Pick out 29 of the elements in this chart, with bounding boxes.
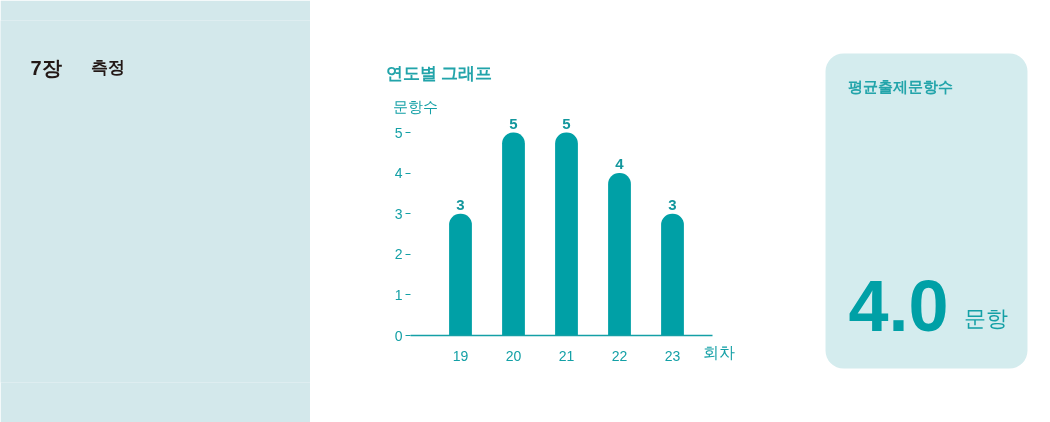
data-label: 5	[509, 114, 518, 132]
y-axis-title: 문항수	[392, 98, 438, 115]
bar	[502, 132, 525, 336]
x-tick-label: 23	[664, 347, 681, 364]
x-tick-label: 22	[611, 347, 628, 364]
y-tick-label: 3	[394, 205, 403, 222]
y-tick-label: 1	[394, 286, 403, 303]
y-tick-label: 5	[394, 124, 403, 141]
bar	[608, 173, 631, 336]
text: 평균출제문항수	[847, 78, 953, 95]
bar	[449, 213, 472, 336]
text: 측정	[90, 58, 125, 77]
data-label: 3	[456, 195, 465, 213]
y-tick-label: 2	[394, 246, 403, 263]
data-label: 3	[668, 195, 677, 213]
x-tick-label: 19	[452, 347, 469, 364]
bar	[661, 213, 684, 336]
y-tick-label: 0	[394, 327, 403, 344]
data-label: 4	[615, 155, 625, 173]
y-tick-label: 4	[394, 165, 403, 182]
x-tick-label: 20	[505, 347, 522, 364]
chart-title: 연도별 그래프	[385, 64, 493, 83]
text: 문항	[963, 306, 1008, 331]
x-axis-title: 회차	[702, 344, 735, 361]
bar	[555, 132, 578, 336]
text: 4.0	[848, 265, 949, 346]
text: 7장	[30, 56, 62, 79]
data-label: 5	[562, 114, 571, 132]
x-tick-label: 21	[558, 347, 575, 364]
